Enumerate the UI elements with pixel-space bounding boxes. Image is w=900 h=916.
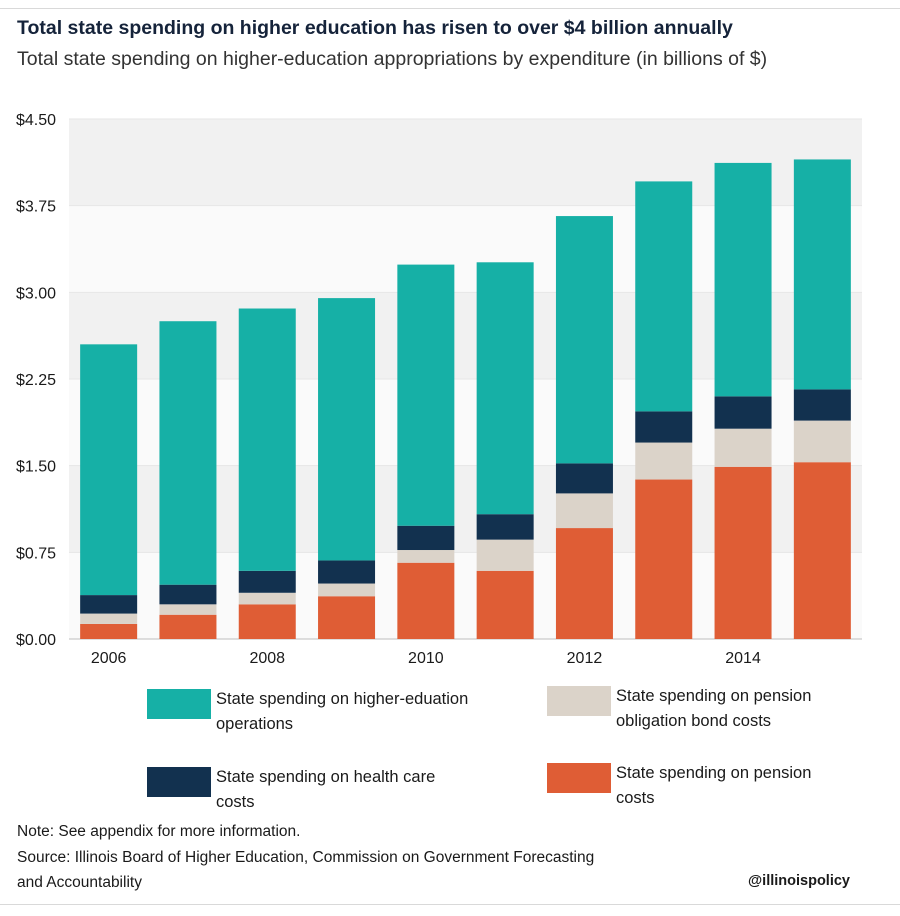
bar-bonds-2006 — [80, 613, 138, 624]
legend-item-bonds: State spending on pension obligation bon… — [547, 684, 811, 734]
bar-bonds-2010 — [397, 550, 455, 563]
y-tick-label: $2.25 — [16, 372, 56, 389]
y-tick-label: $0.00 — [16, 632, 56, 649]
stacked-bar-chart: $0.00 $0.75 $1.50 $2.25 $3.00 $3.75 $4.50 2006 2… — [16, 112, 862, 667]
bar-bonds-2008 — [238, 592, 296, 605]
bar-operations-2008 — [238, 308, 296, 571]
y-tick-label: $3.00 — [16, 285, 56, 302]
bar-operations-2012 — [555, 216, 613, 464]
bar-pension-2013 — [635, 479, 693, 639]
x-tick-label: 2006 — [91, 650, 127, 667]
legend-label-pension: State spending on pension costs — [616, 764, 812, 807]
chart-subtitle: Total state spending on higher-education… — [17, 48, 768, 70]
bar-pension-2009 — [318, 596, 376, 639]
y-tick-label: $1.50 — [16, 459, 56, 476]
legend-label-bonds: State spending on pension obligation bon… — [616, 687, 812, 730]
bar-bonds-2013 — [635, 442, 693, 480]
bar-health-2011 — [476, 514, 534, 540]
legend-label-health: State spending on health care costs — [216, 768, 436, 811]
footnote: Note: See appendix for more information. — [17, 823, 301, 840]
bar-health-2014 — [714, 396, 772, 429]
y-tick-label: $4.50 — [16, 112, 56, 129]
legend-item-health: State spending on health care costs — [147, 765, 435, 815]
y-tick-label: $0.75 — [16, 545, 56, 562]
legend-label-operations: State spending on higher-eduation operat… — [216, 690, 469, 733]
legend-swatch-bonds — [547, 686, 611, 716]
bar-health-2010 — [397, 525, 455, 551]
bar-operations-2007 — [159, 321, 217, 585]
x-tick-label: 2008 — [249, 650, 285, 667]
bar-pension-2007 — [159, 614, 217, 639]
bar-pension-2010 — [397, 562, 455, 639]
chart-title: Total state spending on higher education… — [17, 17, 733, 39]
y-tick-label: $3.75 — [16, 199, 56, 216]
x-tick-label: 2010 — [408, 650, 444, 667]
top-rule — [0, 8, 900, 9]
x-tick-label: 2014 — [725, 650, 761, 667]
bar-bonds-2007 — [159, 604, 217, 615]
bar-pension-2014 — [714, 466, 772, 639]
bar-pension-2011 — [476, 570, 534, 639]
source-line-1: Source: Illinois Board of Higher Educati… — [17, 849, 595, 866]
bar-bonds-2011 — [476, 539, 534, 571]
bar-operations-2009 — [318, 298, 376, 561]
bar-pension-2015 — [793, 462, 851, 639]
bar-health-2006 — [80, 595, 138, 614]
bar-bonds-2015 — [793, 420, 851, 463]
legend-item-pension: State spending on pension costs — [547, 761, 811, 811]
bar-pension-2006 — [80, 623, 138, 639]
bar-operations-2010 — [397, 264, 455, 526]
legend-swatch-operations — [147, 689, 211, 719]
bar-pension-2012 — [555, 528, 613, 639]
source-line-2: and Accountability — [17, 874, 142, 891]
bar-health-2013 — [635, 411, 693, 443]
social-handle: @illinoispolicy — [748, 873, 850, 889]
bar-bonds-2014 — [714, 428, 772, 467]
legend-item-operations: State spending on higher-eduation operat… — [147, 687, 468, 737]
legend-swatch-pension — [547, 763, 611, 793]
legend-swatch-health — [147, 767, 211, 797]
x-tick-label: 2012 — [567, 650, 603, 667]
bar-health-2009 — [318, 560, 376, 584]
bar-health-2012 — [555, 463, 613, 494]
bar-operations-2006 — [80, 344, 138, 596]
bar-health-2007 — [159, 584, 217, 605]
bar-pension-2008 — [238, 604, 296, 639]
bar-operations-2015 — [793, 159, 851, 390]
bar-health-2008 — [238, 570, 296, 593]
bottom-rule — [0, 904, 900, 905]
bar-bonds-2009 — [318, 583, 376, 597]
bar-operations-2014 — [714, 162, 772, 397]
bar-bonds-2012 — [555, 493, 613, 529]
bar-operations-2011 — [476, 262, 534, 515]
bar-health-2015 — [793, 389, 851, 421]
bar-operations-2013 — [635, 181, 693, 412]
